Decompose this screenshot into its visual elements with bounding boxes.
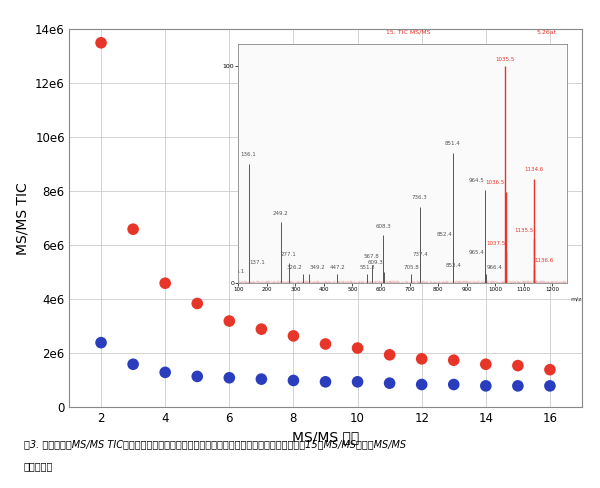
Point [193, 300, 202, 307]
Point [449, 381, 458, 388]
Point [320, 378, 330, 386]
Point [545, 366, 555, 374]
Point [96, 39, 106, 47]
Point [385, 379, 394, 387]
Point [96, 339, 106, 346]
Point [289, 332, 298, 340]
Point [128, 225, 138, 233]
Point [160, 279, 170, 287]
Text: 谱图示例。: 谱图示例。 [24, 461, 53, 471]
Point [353, 378, 362, 386]
Point [481, 360, 491, 368]
Point [160, 368, 170, 376]
Point [417, 355, 427, 363]
Point [449, 356, 458, 364]
Point [513, 362, 523, 369]
Point [481, 382, 491, 390]
Point [289, 377, 298, 385]
Point [128, 360, 138, 368]
Y-axis label: MS/MS TIC: MS/MS TIC [16, 182, 29, 255]
Point [224, 317, 234, 325]
Point [257, 375, 266, 383]
Point [545, 382, 555, 390]
Point [513, 382, 523, 390]
Point [320, 340, 330, 348]
Text: 图3. 宽带增强对MS/MS TIC的影响（红色为宽带增强开启；蓝色为宽带增强关闭）。显示的插图为15次MS/MS运行的MS/MS: 图3. 宽带增强对MS/MS TIC的影响（红色为宽带增强开启；蓝色为宽带增强关… [24, 439, 406, 449]
Point [224, 374, 234, 382]
Point [417, 381, 427, 388]
Point [193, 372, 202, 380]
X-axis label: MS/MS 运行: MS/MS 运行 [292, 430, 359, 444]
Point [257, 325, 266, 333]
Point [353, 344, 362, 352]
Point [385, 351, 394, 359]
